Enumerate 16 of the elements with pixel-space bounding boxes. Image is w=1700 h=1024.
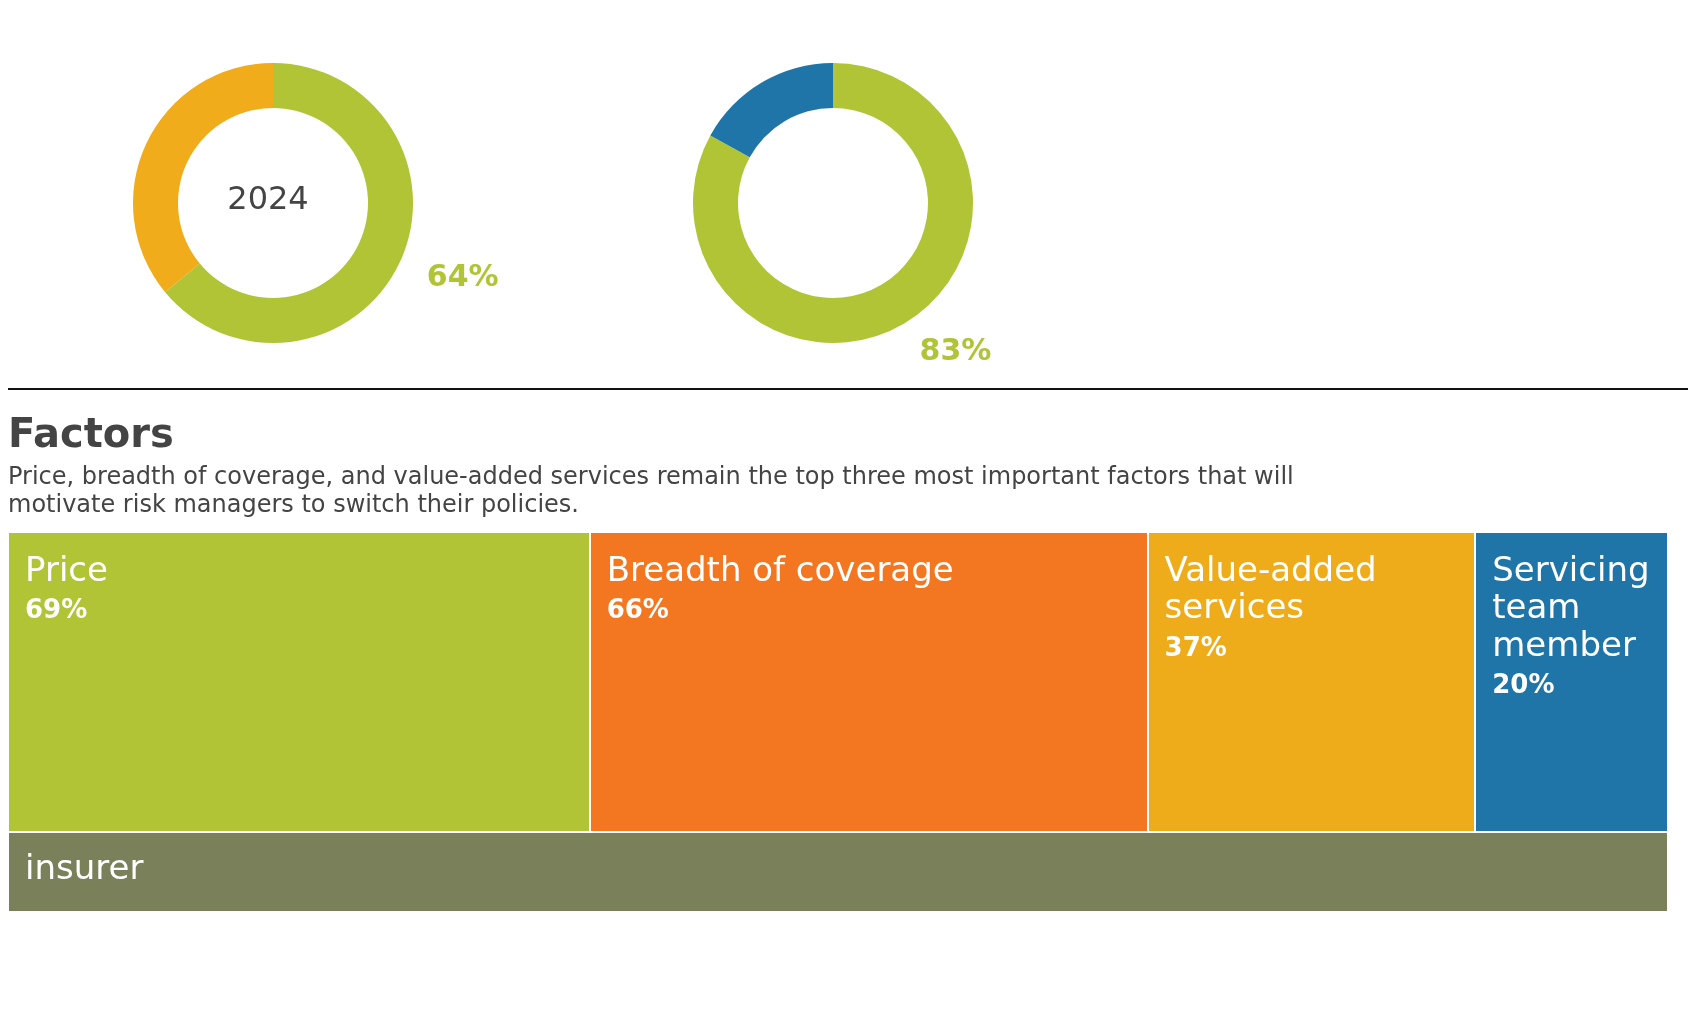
- data-label: 37%: [1164, 631, 1228, 662]
- text: Factors: [8, 410, 175, 456]
- text: 2024: [227, 179, 309, 218]
- data-label: 69%: [25, 594, 89, 625]
- category-label: insurer: [25, 847, 145, 887]
- text: Price, breadth of coverage, and value-added services remain the top three most important factors that will motivate risk managers to switch their policies.: [8, 462, 1295, 518]
- data-label: 20%: [1492, 669, 1556, 700]
- donut-slice: [165, 63, 413, 343]
- category-label: Value-added services: [1164, 549, 1378, 627]
- data-label: 64%: [426, 257, 499, 293]
- data-label: 66%: [606, 594, 670, 625]
- donut-slice: [710, 63, 833, 158]
- category-label: Price: [25, 549, 109, 589]
- category-label: Servicing team member: [1492, 549, 1651, 664]
- data-label: 83%: [919, 331, 992, 367]
- category-label: Breadth of coverage: [606, 549, 955, 589]
